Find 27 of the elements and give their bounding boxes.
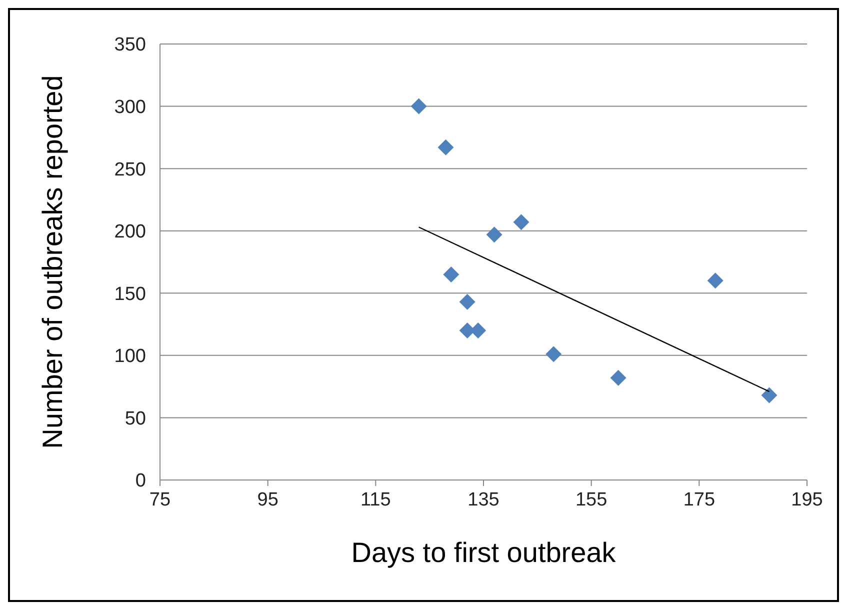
y-tick-label: 200 bbox=[114, 222, 146, 243]
y-tick-label: 300 bbox=[114, 97, 146, 118]
point bbox=[410, 98, 427, 114]
x-tick-label: 175 bbox=[683, 489, 716, 510]
point bbox=[707, 272, 724, 289]
y-tick-label: 150 bbox=[114, 284, 146, 305]
x-tick-label: 155 bbox=[575, 489, 608, 510]
point bbox=[486, 226, 502, 243]
point bbox=[546, 346, 562, 362]
x-axis-title: Days to first outbreak bbox=[351, 537, 617, 568]
y-tick-label: 250 bbox=[114, 159, 146, 180]
point bbox=[513, 214, 530, 230]
y-tick-label: 50 bbox=[124, 408, 146, 430]
point bbox=[761, 387, 778, 404]
y-axis-title: Number of outbreaks reported bbox=[36, 75, 68, 449]
x-tick-label: 195 bbox=[791, 489, 823, 510]
x-tick-label: 135 bbox=[468, 489, 500, 510]
point bbox=[610, 370, 626, 386]
x-tick-label: 115 bbox=[360, 489, 391, 510]
x-tick-label: 75 bbox=[149, 489, 171, 510]
x-tick-label: 95 bbox=[257, 489, 278, 510]
y-tick-label: 350 bbox=[114, 34, 146, 56]
y-tick-label: 0 bbox=[135, 470, 146, 492]
point bbox=[443, 266, 460, 282]
point bbox=[459, 294, 476, 310]
y-tick-label: 100 bbox=[114, 346, 146, 368]
point bbox=[438, 139, 454, 156]
